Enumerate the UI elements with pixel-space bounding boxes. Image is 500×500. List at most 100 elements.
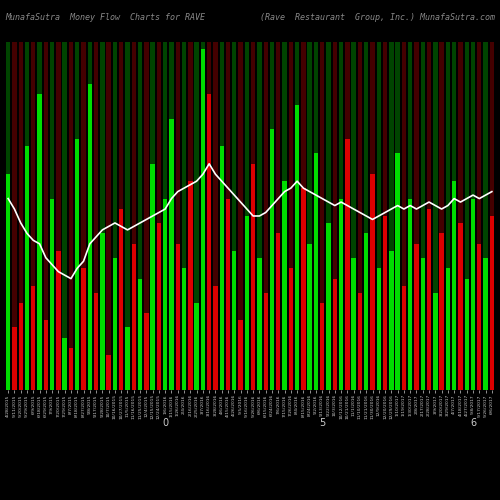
Bar xyxy=(471,198,475,390)
Bar xyxy=(112,42,117,390)
Bar xyxy=(402,42,406,390)
Bar xyxy=(132,42,136,390)
Bar xyxy=(308,42,312,390)
Bar xyxy=(308,244,312,390)
Bar xyxy=(119,42,124,390)
Bar xyxy=(440,42,444,390)
Bar xyxy=(484,258,488,390)
Bar xyxy=(458,42,462,390)
Bar xyxy=(358,42,362,390)
Bar xyxy=(176,42,180,390)
Bar xyxy=(320,42,324,390)
Bar xyxy=(6,42,10,390)
Bar xyxy=(339,198,344,390)
Bar xyxy=(471,42,475,390)
Bar xyxy=(31,286,36,390)
Bar xyxy=(138,42,142,390)
Bar xyxy=(352,258,356,390)
Bar xyxy=(69,42,73,390)
Bar xyxy=(257,258,262,390)
Bar xyxy=(94,42,98,390)
Bar xyxy=(56,42,60,390)
Bar xyxy=(207,42,212,390)
Bar xyxy=(396,42,400,390)
Bar xyxy=(440,234,444,390)
Bar xyxy=(75,140,80,390)
Bar xyxy=(244,216,249,390)
Bar xyxy=(251,164,256,390)
Bar xyxy=(264,292,268,390)
Bar xyxy=(420,42,425,390)
Bar xyxy=(295,104,300,390)
Bar xyxy=(106,355,111,390)
Bar xyxy=(69,348,73,390)
Bar xyxy=(301,42,306,390)
Bar xyxy=(301,188,306,390)
Bar xyxy=(182,42,186,390)
Bar xyxy=(238,320,243,390)
Bar xyxy=(295,42,300,390)
Bar xyxy=(414,244,418,390)
Bar xyxy=(427,42,431,390)
Bar xyxy=(244,42,249,390)
Bar xyxy=(56,251,60,390)
Bar xyxy=(156,223,161,390)
Bar xyxy=(82,42,86,390)
Bar xyxy=(383,42,388,390)
Bar xyxy=(62,42,67,390)
Text: (Rave  Restaurant  Group, Inc.) MunafaSutra.com: (Rave Restaurant Group, Inc.) MunafaSutr… xyxy=(260,12,495,22)
Bar xyxy=(402,286,406,390)
Bar xyxy=(119,209,124,390)
Bar xyxy=(150,164,155,390)
Bar xyxy=(389,42,394,390)
Bar xyxy=(182,268,186,390)
Bar xyxy=(44,320,48,390)
Bar xyxy=(88,42,92,390)
Bar xyxy=(276,234,280,390)
Bar xyxy=(75,42,80,390)
Bar xyxy=(490,42,494,390)
Bar xyxy=(213,42,218,390)
Bar xyxy=(6,174,10,390)
Bar xyxy=(88,84,92,390)
Bar xyxy=(484,42,488,390)
Bar xyxy=(44,42,48,390)
Bar xyxy=(370,42,374,390)
Bar xyxy=(50,42,54,390)
Bar xyxy=(288,42,293,390)
Bar xyxy=(100,42,104,390)
Bar xyxy=(464,42,469,390)
Bar xyxy=(490,216,494,390)
Bar xyxy=(232,42,236,390)
Bar xyxy=(18,303,23,390)
Bar xyxy=(452,181,456,390)
Bar xyxy=(314,154,318,390)
Bar xyxy=(458,223,462,390)
Bar xyxy=(194,42,199,390)
Bar xyxy=(358,292,362,390)
Bar xyxy=(332,278,337,390)
Bar xyxy=(38,42,42,390)
Bar xyxy=(433,42,438,390)
Bar xyxy=(226,42,230,390)
Bar xyxy=(320,303,324,390)
Bar xyxy=(25,146,29,390)
Bar xyxy=(50,198,54,390)
Bar xyxy=(408,198,412,390)
Bar xyxy=(176,244,180,390)
Bar xyxy=(163,42,168,390)
Bar xyxy=(370,174,374,390)
Bar xyxy=(464,278,469,390)
Bar xyxy=(383,216,388,390)
Bar xyxy=(264,42,268,390)
Bar xyxy=(170,118,173,390)
Bar xyxy=(270,42,274,390)
Bar xyxy=(364,42,368,390)
Bar xyxy=(452,42,456,390)
Bar xyxy=(332,42,337,390)
Bar xyxy=(18,42,23,390)
Bar xyxy=(25,42,29,390)
Bar xyxy=(31,42,36,390)
Bar xyxy=(38,94,42,390)
Bar xyxy=(446,268,450,390)
